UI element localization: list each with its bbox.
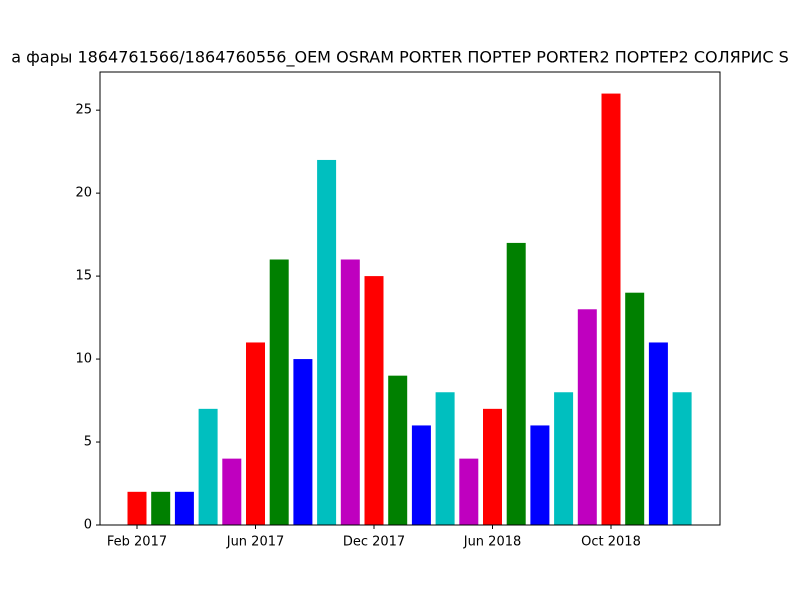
bar bbox=[222, 458, 242, 525]
plot-frame bbox=[99, 71, 721, 526]
chart-title: а фары 1864761566/1864760556_OEM OSRAM P… bbox=[11, 48, 789, 68]
bar bbox=[483, 408, 502, 525]
bar bbox=[554, 392, 574, 525]
bar bbox=[435, 392, 455, 525]
x-tick-label: Dec 2017 bbox=[343, 535, 405, 550]
bar bbox=[340, 259, 360, 525]
bar bbox=[293, 359, 313, 525]
bar bbox=[625, 292, 645, 525]
bar bbox=[601, 93, 621, 526]
bar bbox=[388, 375, 408, 525]
x-tick-label: Jun 2018 bbox=[463, 535, 522, 550]
x-tick-label: Jun 2017 bbox=[226, 535, 285, 550]
y-tick-label: 5 bbox=[84, 435, 92, 450]
bar bbox=[577, 309, 597, 525]
x-tick-label: Oct 2018 bbox=[581, 535, 641, 550]
bar bbox=[151, 491, 171, 525]
x-tick-label: Feb 2017 bbox=[107, 535, 167, 550]
y-tick-label: 20 bbox=[75, 186, 92, 201]
bar bbox=[506, 242, 526, 525]
bar bbox=[174, 491, 194, 525]
bar bbox=[411, 425, 431, 525]
y-tick-label: 10 bbox=[75, 352, 92, 367]
bar bbox=[648, 342, 668, 525]
bar bbox=[317, 159, 337, 525]
bar bbox=[530, 425, 550, 525]
bar bbox=[127, 491, 147, 525]
bar bbox=[198, 408, 218, 525]
y-tick-label: 25 bbox=[75, 103, 92, 118]
y-tick-label: 0 bbox=[84, 518, 92, 533]
bar bbox=[364, 276, 384, 525]
y-tick-label: 15 bbox=[75, 269, 92, 284]
bar bbox=[459, 458, 479, 525]
bar bbox=[246, 342, 265, 525]
bar bbox=[672, 392, 692, 525]
bar bbox=[269, 259, 289, 525]
